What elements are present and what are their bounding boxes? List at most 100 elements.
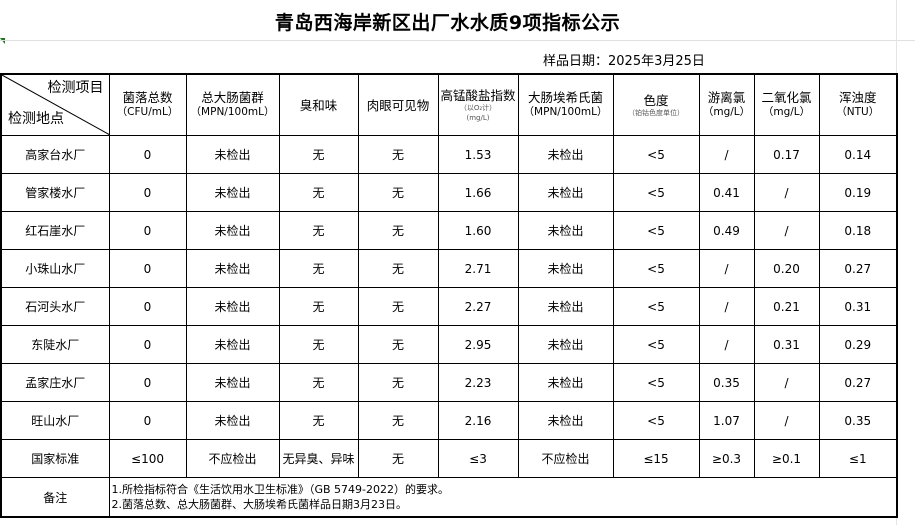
water-quality-table: 检测项目 检测地点 菌落总数 （CFU/mL） 总大肠菌群 （MPN/100mL） 臭和… <box>0 73 898 518</box>
value-cell: 未检出 <box>517 325 614 364</box>
corner-bottom-label: 检测地点 <box>8 111 64 127</box>
site-name: 小珠山水厂 <box>0 249 110 288</box>
standard-value: 无 <box>357 439 439 478</box>
value-cell: <5 <box>612 249 700 288</box>
column-header: 二氧化氯 （mg/L） <box>753 73 820 136</box>
value-cell: 1.07 <box>698 401 755 440</box>
value-cell: / <box>698 249 755 288</box>
site-name: 石河头水厂 <box>0 287 110 326</box>
standard-value: ≥0.1 <box>753 439 820 478</box>
value-cell: 0.49 <box>698 211 755 250</box>
value-cell: 2.71 <box>437 249 519 288</box>
value-cell: 无 <box>357 363 439 402</box>
column-name: 大肠埃希氏菌 <box>527 90 603 105</box>
value-cell: / <box>698 135 755 174</box>
column-name: 游离氯 <box>707 90 746 105</box>
corner-header-cell: 检测项目 检测地点 <box>0 73 110 136</box>
column-unit: （CFU/mL） <box>116 106 179 118</box>
standard-row: 国家标准 ≤100 不应检出 无异臭、异味无 ≤3 不应检出 ≤15 ≥0.3 ≥0.1 ≤1 <box>0 439 898 478</box>
column-header: 游离氯 （mg/L） <box>698 73 755 136</box>
column-header: 菌落总数 （CFU/mL） <box>108 73 187 136</box>
column-note: （以O₂计） <box>459 103 497 112</box>
column-name: 色度 <box>643 92 669 108</box>
value-cell: 无 <box>278 325 359 364</box>
value-cell: 无 <box>278 363 359 402</box>
value-cell: 未检出 <box>517 173 614 212</box>
value-cell: / <box>698 287 755 326</box>
page-title: 青岛西海岸新区出厂水水质9项指标公示 <box>274 12 621 34</box>
gridline <box>0 40 915 41</box>
value-cell: <5 <box>612 173 700 212</box>
column-name: 菌落总数 <box>122 90 173 105</box>
value-cell: 未检出 <box>517 135 614 174</box>
value-cell: 无 <box>357 135 439 174</box>
table-row: 东陡水厂 0 未检出无无 2.95 未检出 <5/0.31 0.29 <box>0 325 898 364</box>
header-row: 检测项目 检测地点 菌落总数 （CFU/mL） 总大肠菌群 （MPN/100mL） 臭和… <box>0 73 898 136</box>
column-header: 臭和味 <box>278 73 359 136</box>
value-cell: 0.29 <box>818 325 898 364</box>
column-header: 色度 （铂钴色度单位） <box>612 73 700 136</box>
site-name: 孟家庄水厂 <box>0 363 110 402</box>
value-cell: 0 <box>108 401 187 440</box>
column-name: 浑浊度 <box>838 90 877 105</box>
value-cell: 0 <box>108 325 187 364</box>
column-header: 浑浊度 （NTU） <box>818 73 898 136</box>
value-cell: 未检出 <box>185 325 280 364</box>
column-header: 高锰酸盐指数 （以O₂计） (mg/L) <box>437 73 519 136</box>
value-cell: 无 <box>278 401 359 440</box>
notes-row: 备注 1.所检指标符合《生活饮用水卫生标准》（GB 5749-2022）的要求。 2… <box>0 477 898 518</box>
column-name: 二氧化氯 <box>761 90 812 105</box>
column-header: 肉眼可见物 <box>357 73 439 136</box>
value-cell: / <box>698 325 755 364</box>
value-cell: 无 <box>278 211 359 250</box>
value-cell: 0 <box>108 135 187 174</box>
column-name: 总大肠菌群 <box>201 90 264 105</box>
value-cell: 0 <box>108 173 187 212</box>
value-cell: 1.66 <box>437 173 519 212</box>
table-row: 高家台水厂 0 未检出无无 1.53 未检出 <5/0.17 0.14 <box>0 135 898 174</box>
corner-top-label: 检测项目 <box>47 80 104 96</box>
value-cell: <5 <box>612 211 700 250</box>
standard-value: ≥0.3 <box>698 439 755 478</box>
column-unit: （MPN/100mL） <box>523 106 608 118</box>
value-cell: 无 <box>278 249 359 288</box>
value-cell: 未检出 <box>185 287 280 326</box>
value-cell: <5 <box>612 363 700 402</box>
column-unit: (mg/L) <box>466 113 490 122</box>
value-cell: 2.23 <box>437 363 519 402</box>
table-row: 管家楼水厂 0 未检出无无 1.66 未检出 <5 0.41/0.19 <box>0 173 898 212</box>
value-cell: 无 <box>357 401 439 440</box>
value-cell: 0.20 <box>753 249 820 288</box>
value-cell: 0.41 <box>698 173 755 212</box>
value-cell: 未检出 <box>517 287 614 326</box>
value-cell: / <box>753 401 820 440</box>
value-cell: 1.60 <box>437 211 519 250</box>
value-cell: <5 <box>612 325 700 364</box>
value-cell: 未检出 <box>185 363 280 402</box>
value-cell: 未检出 <box>517 401 614 440</box>
value-cell: 0.31 <box>753 325 820 364</box>
value-cell: 0 <box>108 249 187 288</box>
value-cell: 无 <box>357 211 439 250</box>
value-cell: 0.35 <box>698 363 755 402</box>
site-name: 东陡水厂 <box>0 325 110 364</box>
value-cell: 无 <box>278 173 359 212</box>
value-cell: 0.17 <box>753 135 820 174</box>
standard-label: 国家标准 <box>0 439 110 478</box>
value-cell: 0.35 <box>818 401 898 440</box>
column-unit: （NTU） <box>836 106 880 118</box>
value-cell: 0.18 <box>818 211 898 250</box>
value-cell: 0 <box>108 363 187 402</box>
standard-value: 不应检出 <box>185 439 280 478</box>
value-cell: 2.95 <box>437 325 519 364</box>
value-cell: 未检出 <box>517 211 614 250</box>
value-cell: 未检出 <box>185 211 280 250</box>
value-cell: 未检出 <box>517 363 614 402</box>
site-name: 红石崖水厂 <box>0 211 110 250</box>
standard-value: ≤3 <box>437 439 519 478</box>
value-cell: 0.19 <box>818 173 898 212</box>
value-cell: 0.31 <box>818 287 898 326</box>
standard-value: ≤100 <box>108 439 187 478</box>
value-cell: 未检出 <box>185 173 280 212</box>
column-note: （铂钴色度单位） <box>628 108 684 117</box>
